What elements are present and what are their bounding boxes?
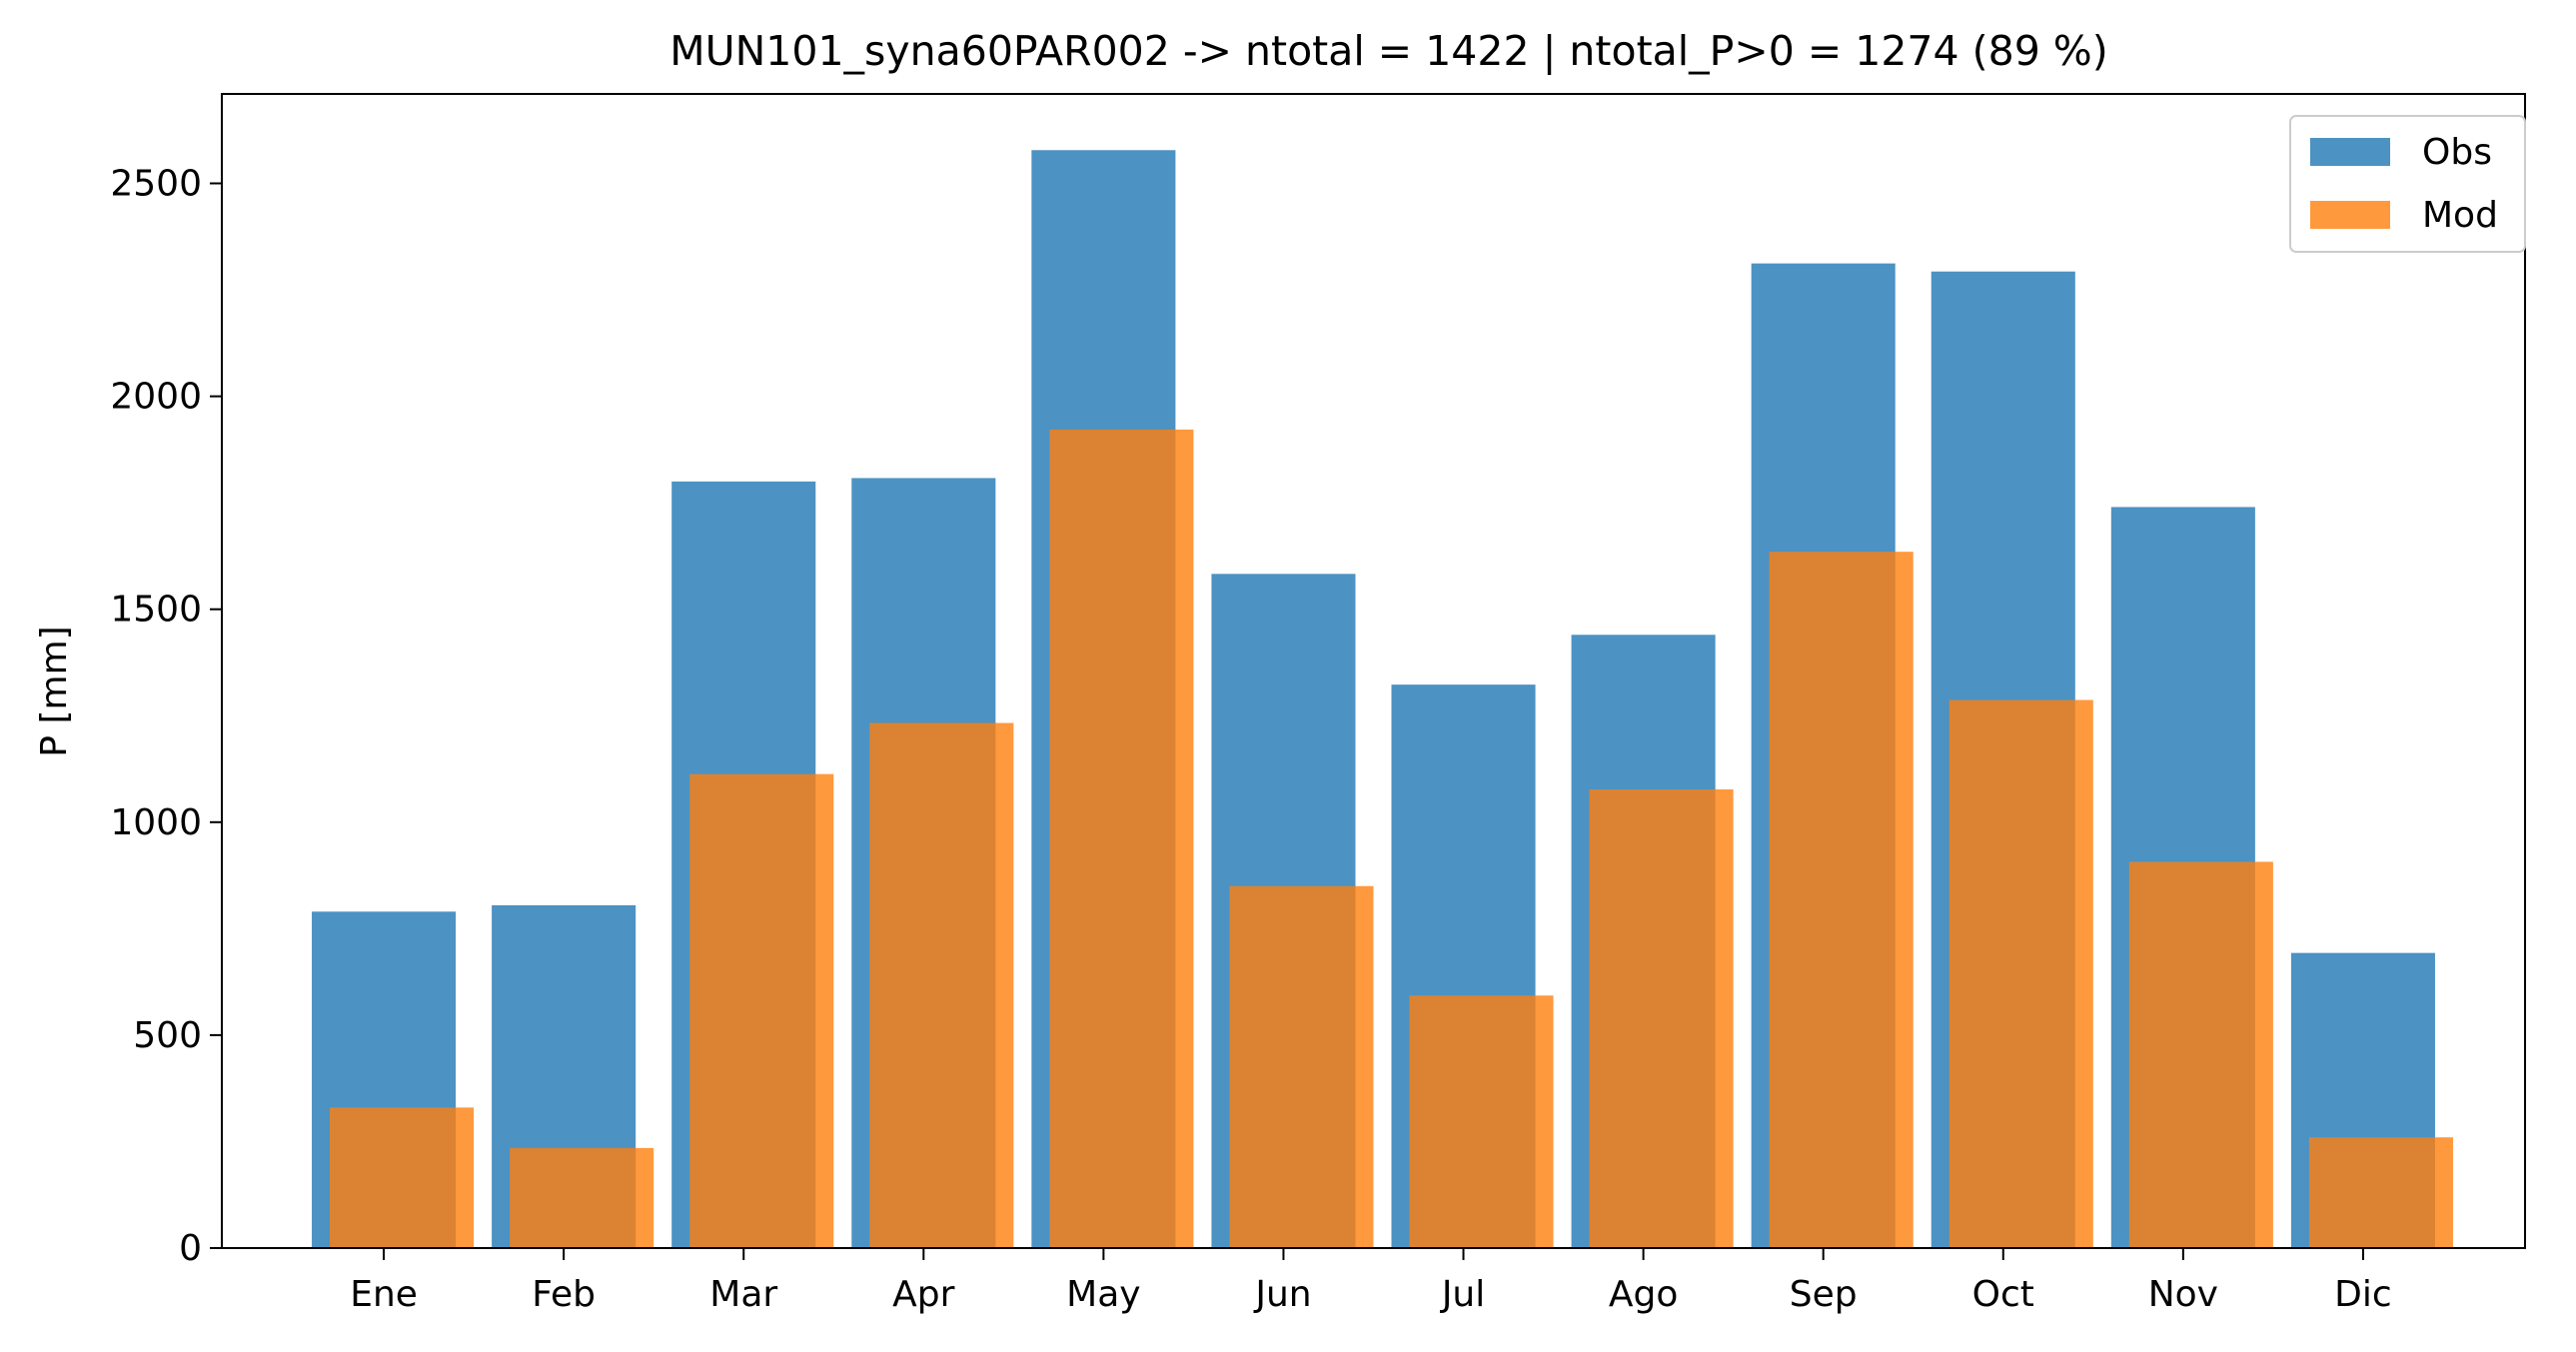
legend-swatch-mod bbox=[2310, 201, 2390, 229]
y-axis-label: P [mm] bbox=[34, 626, 75, 756]
bar-mod-sep bbox=[1769, 552, 1914, 1248]
bar-mod-dic bbox=[2308, 1137, 2453, 1248]
bar-mod-jun bbox=[1229, 885, 1374, 1248]
y-tick-label-1500: 1500 bbox=[110, 590, 202, 631]
bar-mod-mar bbox=[689, 773, 834, 1248]
bar-mod-ene bbox=[330, 1107, 475, 1248]
x-tick-label-nov: Nov bbox=[2148, 1274, 2218, 1315]
bar-mod-oct bbox=[1948, 699, 2093, 1248]
x-tick-label-jun: Jun bbox=[1253, 1274, 1311, 1315]
legend: Obs Mod bbox=[2289, 115, 2526, 253]
x-tick-label-feb: Feb bbox=[532, 1274, 596, 1315]
legend-label-mod: Mod bbox=[2422, 195, 2498, 236]
axes-layer: 0 500 1000 1500 2000 2500 Ene Feb Mar Apr May Jun Ju… bbox=[110, 93, 2526, 1315]
x-tick-label-ene: Ene bbox=[350, 1274, 418, 1315]
x-tick-label-sep: Sep bbox=[1790, 1274, 1858, 1315]
bar-mod-jul bbox=[1409, 995, 1554, 1248]
x-tick-label-dic: Dic bbox=[2334, 1274, 2392, 1315]
bar-mod-apr bbox=[869, 722, 1014, 1248]
y-tick-label-500: 500 bbox=[133, 1015, 202, 1056]
bar-mod-may bbox=[1049, 429, 1194, 1248]
bar-mod-ago bbox=[1589, 788, 1734, 1248]
bar-mod-nov bbox=[2128, 861, 2273, 1248]
bar-mod-feb bbox=[510, 1147, 654, 1248]
x-tick-label-ago: Ago bbox=[1609, 1274, 1679, 1315]
x-tick-label-apr: Apr bbox=[892, 1274, 954, 1315]
y-tick-label-0: 0 bbox=[179, 1228, 202, 1269]
x-tick-label-jul: Jul bbox=[1440, 1274, 1485, 1315]
chart-title: MUN101_syna60PAR002 -> ntotal = 1422 | n… bbox=[669, 27, 2108, 75]
plot-frame bbox=[221, 93, 2526, 1249]
y-tick-label-2500: 2500 bbox=[110, 164, 202, 205]
bars-layer bbox=[312, 150, 2453, 1249]
y-tick-label-1000: 1000 bbox=[110, 802, 202, 843]
legend-swatch-obs bbox=[2310, 138, 2390, 166]
y-tick-label-2000: 2000 bbox=[110, 377, 202, 418]
x-tick-label-oct: Oct bbox=[1972, 1274, 2034, 1315]
x-tick-label-mar: Mar bbox=[709, 1274, 777, 1315]
x-tick-label-may: May bbox=[1066, 1274, 1140, 1315]
legend-label-obs: Obs bbox=[2422, 132, 2492, 173]
